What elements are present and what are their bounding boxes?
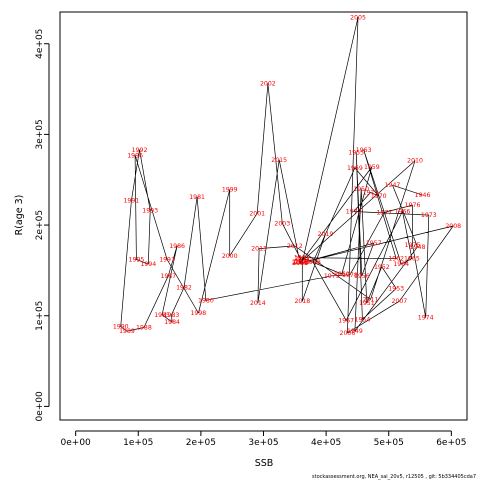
year-point-label: 1992 [132, 147, 148, 154]
x-tick-label: 0e+00 [61, 438, 92, 448]
year-point-label: 1993 [142, 208, 158, 215]
x-tick-label: 4e+05 [311, 438, 341, 448]
year-point-label: 1995 [129, 257, 145, 264]
x-tick-label: 1e+05 [123, 438, 153, 448]
year-point-label: 1946 [415, 192, 431, 199]
y-tick-label: 4e+05 [35, 29, 45, 59]
chart-axes: 0e+00 1e+05 2e+05 3e+05 4e+05 5e+05 6e+05 0e+00… [35, 11, 468, 448]
year-point-label: 1970 [371, 193, 387, 200]
year-point-label: 1985 [154, 312, 170, 319]
y-tick-label: 1e+05 [35, 301, 45, 331]
year-point-label: 2013 [251, 246, 267, 253]
year-point-label: 2016 [292, 259, 308, 266]
year-point-label: 1950 [353, 186, 369, 193]
year-point-label: 2001 [249, 210, 265, 217]
y-axis-title: R(age 3) [14, 195, 25, 236]
year-point-label: 1958 [293, 260, 309, 267]
year-point-label: 1982 [176, 285, 192, 292]
year-point-label: 2017 [294, 256, 310, 263]
year-point-label: 1948 [410, 244, 426, 251]
year-point-label: 2018 [294, 298, 310, 305]
year-point-label: 1984 [164, 319, 180, 326]
plot-frame [59, 11, 468, 421]
year-point-label: 1981 [189, 194, 205, 201]
year-point-label: 1976 [405, 202, 421, 209]
year-point-label: 1996 [127, 152, 143, 159]
year-point-label: 2010 [407, 158, 423, 165]
year-point-label: 2000 [222, 253, 238, 260]
year-point-label: 1997 [159, 257, 175, 264]
year-point-label: 1965 [404, 256, 420, 263]
year-point-label: 2005 [350, 14, 366, 21]
year-point-label: 1972 [346, 208, 362, 215]
year-point-label: 1955 [348, 150, 364, 157]
year-point-label: 1954 [355, 316, 371, 323]
year-point-label: 1947 [385, 182, 401, 189]
year-point-label: 1963 [356, 147, 372, 154]
year-point-label: 1953 [388, 286, 404, 293]
year-point-label: 1973 [421, 212, 437, 219]
y-tick-label: 3e+05 [35, 119, 45, 149]
year-point-label: 1977 [376, 209, 392, 216]
year-point-label: 1989 [119, 328, 135, 335]
year-point-label: 2015 [271, 157, 287, 164]
year-point-label: 1975 [405, 242, 421, 249]
year-point-label: 2019 [318, 231, 334, 238]
x-axis-title: SSB [255, 458, 274, 469]
year-point-label: 2002 [260, 81, 276, 88]
year-point-label: 1983 [164, 312, 180, 319]
year-point-label: 1961 [294, 255, 310, 262]
year-point-label: 1960 [334, 271, 350, 278]
year-point-label: 2012 [287, 243, 303, 250]
footer-note: stockassessment.org, NEA_sai_20v5, r1250… [312, 474, 476, 480]
year-point-label: 1974 [418, 315, 434, 322]
year-point-label: 1986 [169, 243, 185, 250]
year-point-label: 1991 [124, 198, 140, 205]
year-point-label: 1979 [324, 273, 340, 280]
year-point-label: 1962 [388, 256, 404, 263]
y-tick-label: 2e+05 [35, 210, 45, 240]
year-point-label: 1949 [347, 328, 363, 335]
year-point-label: 1966 [395, 208, 411, 215]
year-point-label: 2006 [340, 330, 356, 337]
y-tick-label: 0e+00 [35, 391, 45, 422]
stock-recruit-trajectory-line [120, 17, 454, 334]
x-tick-label: 2e+05 [186, 438, 216, 448]
chart-marks: 1946 1947 1948 1949 1950 1951 1952 1953 1954 1955… [113, 14, 461, 337]
year-point-label: 1967 [338, 317, 354, 324]
year-point-label: 1978 [342, 272, 358, 279]
year-point-label: 2008 [445, 223, 461, 230]
year-point-label: 1987 [160, 273, 176, 280]
year-point-label: 1998 [191, 310, 207, 317]
year-point-label: 1952 [374, 264, 390, 271]
year-point-label: 2014 [250, 300, 266, 307]
year-point-label: 1951 [359, 300, 375, 307]
year-point-label: 1990 [113, 324, 129, 331]
year-point-label: 1980 [198, 297, 214, 304]
year-point-label: 1988 [136, 325, 152, 332]
year-point-label: 1957 [366, 240, 382, 247]
year-point-label: 2007 [392, 298, 408, 305]
x-tick-label: 5e+05 [374, 438, 404, 448]
year-point-label: 2004 [294, 259, 310, 266]
year-point-label: 1956 [354, 273, 370, 280]
year-point-label: 1968 [305, 259, 321, 266]
year-point-label: 1969 [347, 165, 363, 172]
year-point-label: 1971 [363, 189, 379, 196]
x-tick-label: 3e+05 [248, 438, 278, 448]
year-point-label: 2003 [274, 220, 290, 227]
year-point-label: 2009 [292, 260, 308, 267]
x-tick-label: 6e+05 [436, 438, 466, 448]
year-point-label: 2011 [363, 296, 379, 303]
year-point-label: 1999 [222, 187, 238, 194]
year-point-label: 1994 [140, 261, 156, 268]
year-point-label: 1964 [393, 261, 409, 268]
year-point-label: 1959 [364, 164, 380, 171]
